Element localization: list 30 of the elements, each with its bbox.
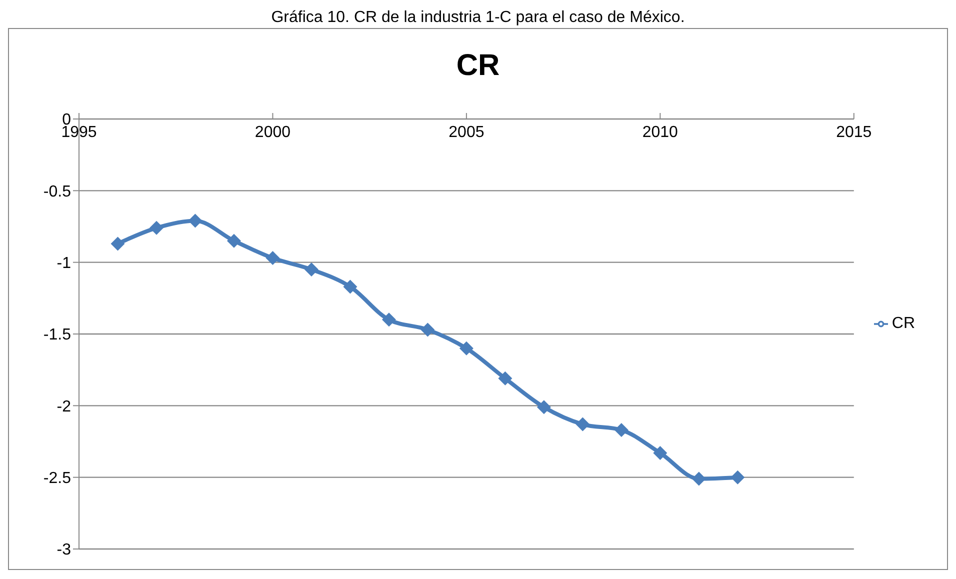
chart-title: CR: [455, 49, 501, 84]
point: [536, 400, 551, 414]
y-tick-label: -3: [56, 542, 72, 559]
point: [110, 236, 125, 251]
point: [730, 470, 745, 484]
point: [614, 423, 628, 438]
point: [576, 417, 590, 432]
point: [382, 312, 396, 327]
x-tick-label: 2000: [254, 124, 291, 141]
point: [304, 262, 318, 276]
x-tick-label: 2005: [448, 124, 484, 141]
y-tick-label: -1: [56, 255, 72, 272]
y-tick-label: -1.5: [43, 326, 72, 344]
y-tick-label: -0.5: [43, 183, 72, 200]
x-tick-label: 2010: [642, 124, 678, 141]
point: [226, 234, 241, 248]
text: Gráfica 10. CR de la industria 1-C para el caso de México.: [270, 8, 686, 28]
x-tick-label: 2015: [836, 124, 872, 141]
y-tick-label: -2.5: [43, 470, 72, 488]
point: [149, 220, 164, 235]
point: [459, 341, 474, 356]
point: [653, 446, 668, 460]
point: [420, 322, 435, 337]
point: [188, 214, 202, 228]
point: [343, 280, 358, 294]
legend-label: CR: [892, 315, 915, 332]
point: [498, 371, 512, 386]
y-tick-label: -2: [56, 398, 72, 416]
point: [266, 251, 280, 266]
point: [692, 472, 706, 486]
